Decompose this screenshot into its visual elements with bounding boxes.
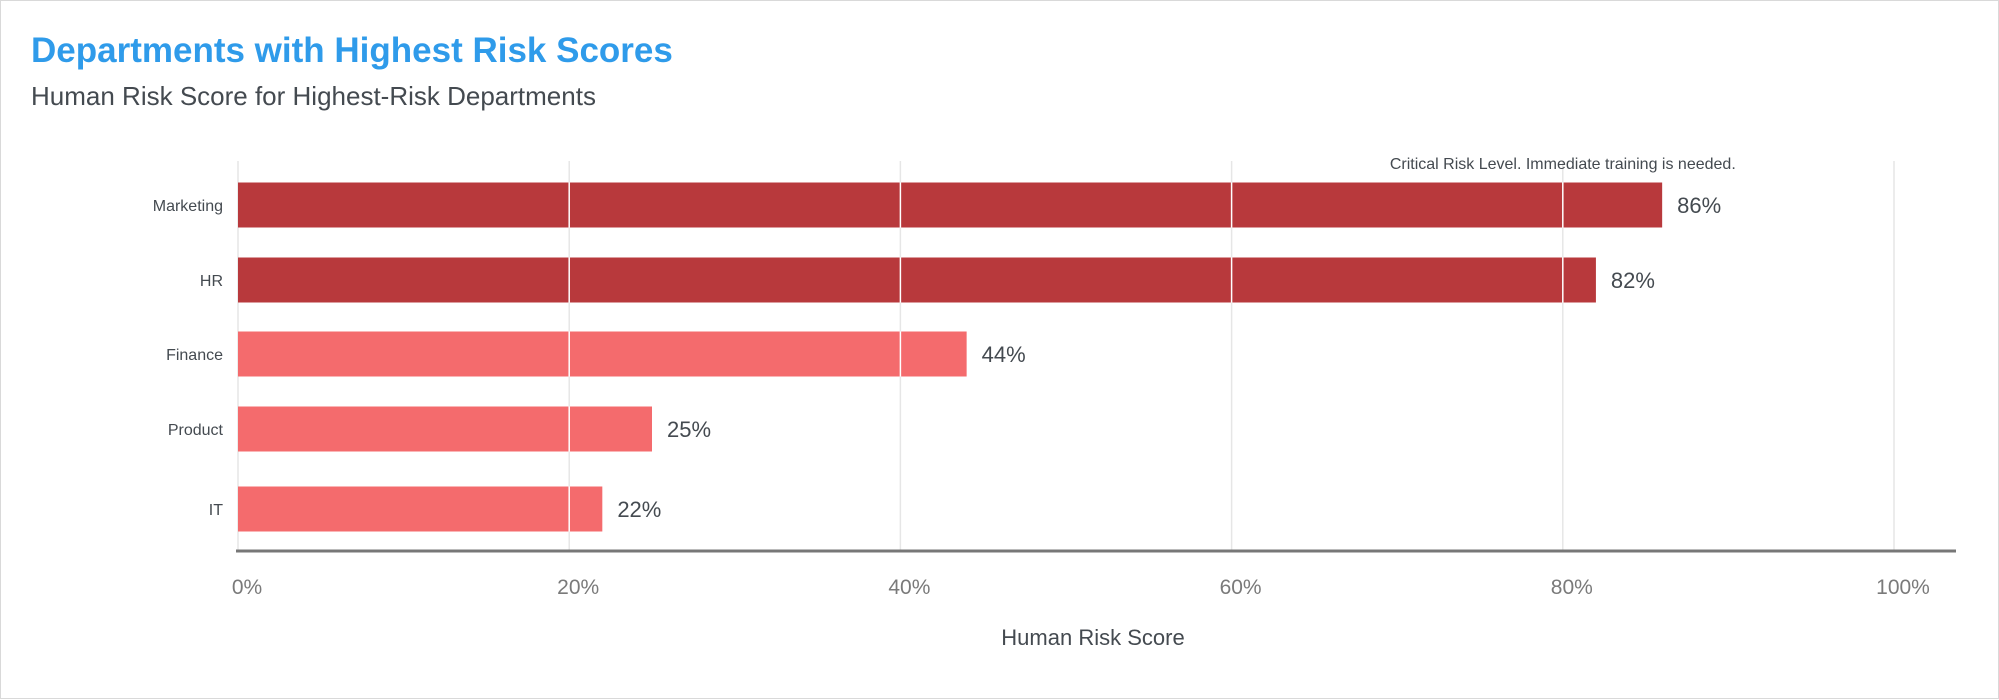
x-axis-title: Human Risk Score xyxy=(1001,625,1184,650)
category-label: Finance xyxy=(166,347,223,364)
value-label: 86% xyxy=(1677,193,1721,218)
bar[interactable] xyxy=(238,257,1596,303)
category-label: Product xyxy=(168,422,224,439)
x-tick-label: 0% xyxy=(232,576,262,599)
value-label: 82% xyxy=(1611,268,1655,293)
value-label: 25% xyxy=(667,417,711,442)
x-tick-label: 20% xyxy=(557,576,599,599)
bar[interactable] xyxy=(238,182,1663,228)
x-tick-label: 80% xyxy=(1551,576,1593,599)
value-label: 44% xyxy=(982,342,1026,367)
category-label: HR xyxy=(200,273,223,290)
annotation-text: Critical Risk Level. Immediate training … xyxy=(1390,156,1736,173)
value-label: 22% xyxy=(617,497,661,522)
chart-title: Departments with Highest Risk Scores xyxy=(31,31,673,70)
bar[interactable] xyxy=(238,406,652,452)
bar[interactable] xyxy=(238,486,603,532)
bar[interactable] xyxy=(238,331,967,377)
x-tick-label: 40% xyxy=(888,576,930,599)
chart-subtitle: Human Risk Score for Highest-Risk Depart… xyxy=(31,81,596,111)
category-label: Marketing xyxy=(153,198,223,215)
x-tick-label: 60% xyxy=(1220,576,1262,599)
category-label: IT xyxy=(209,502,223,519)
x-tick-label: 100% xyxy=(1876,576,1930,599)
